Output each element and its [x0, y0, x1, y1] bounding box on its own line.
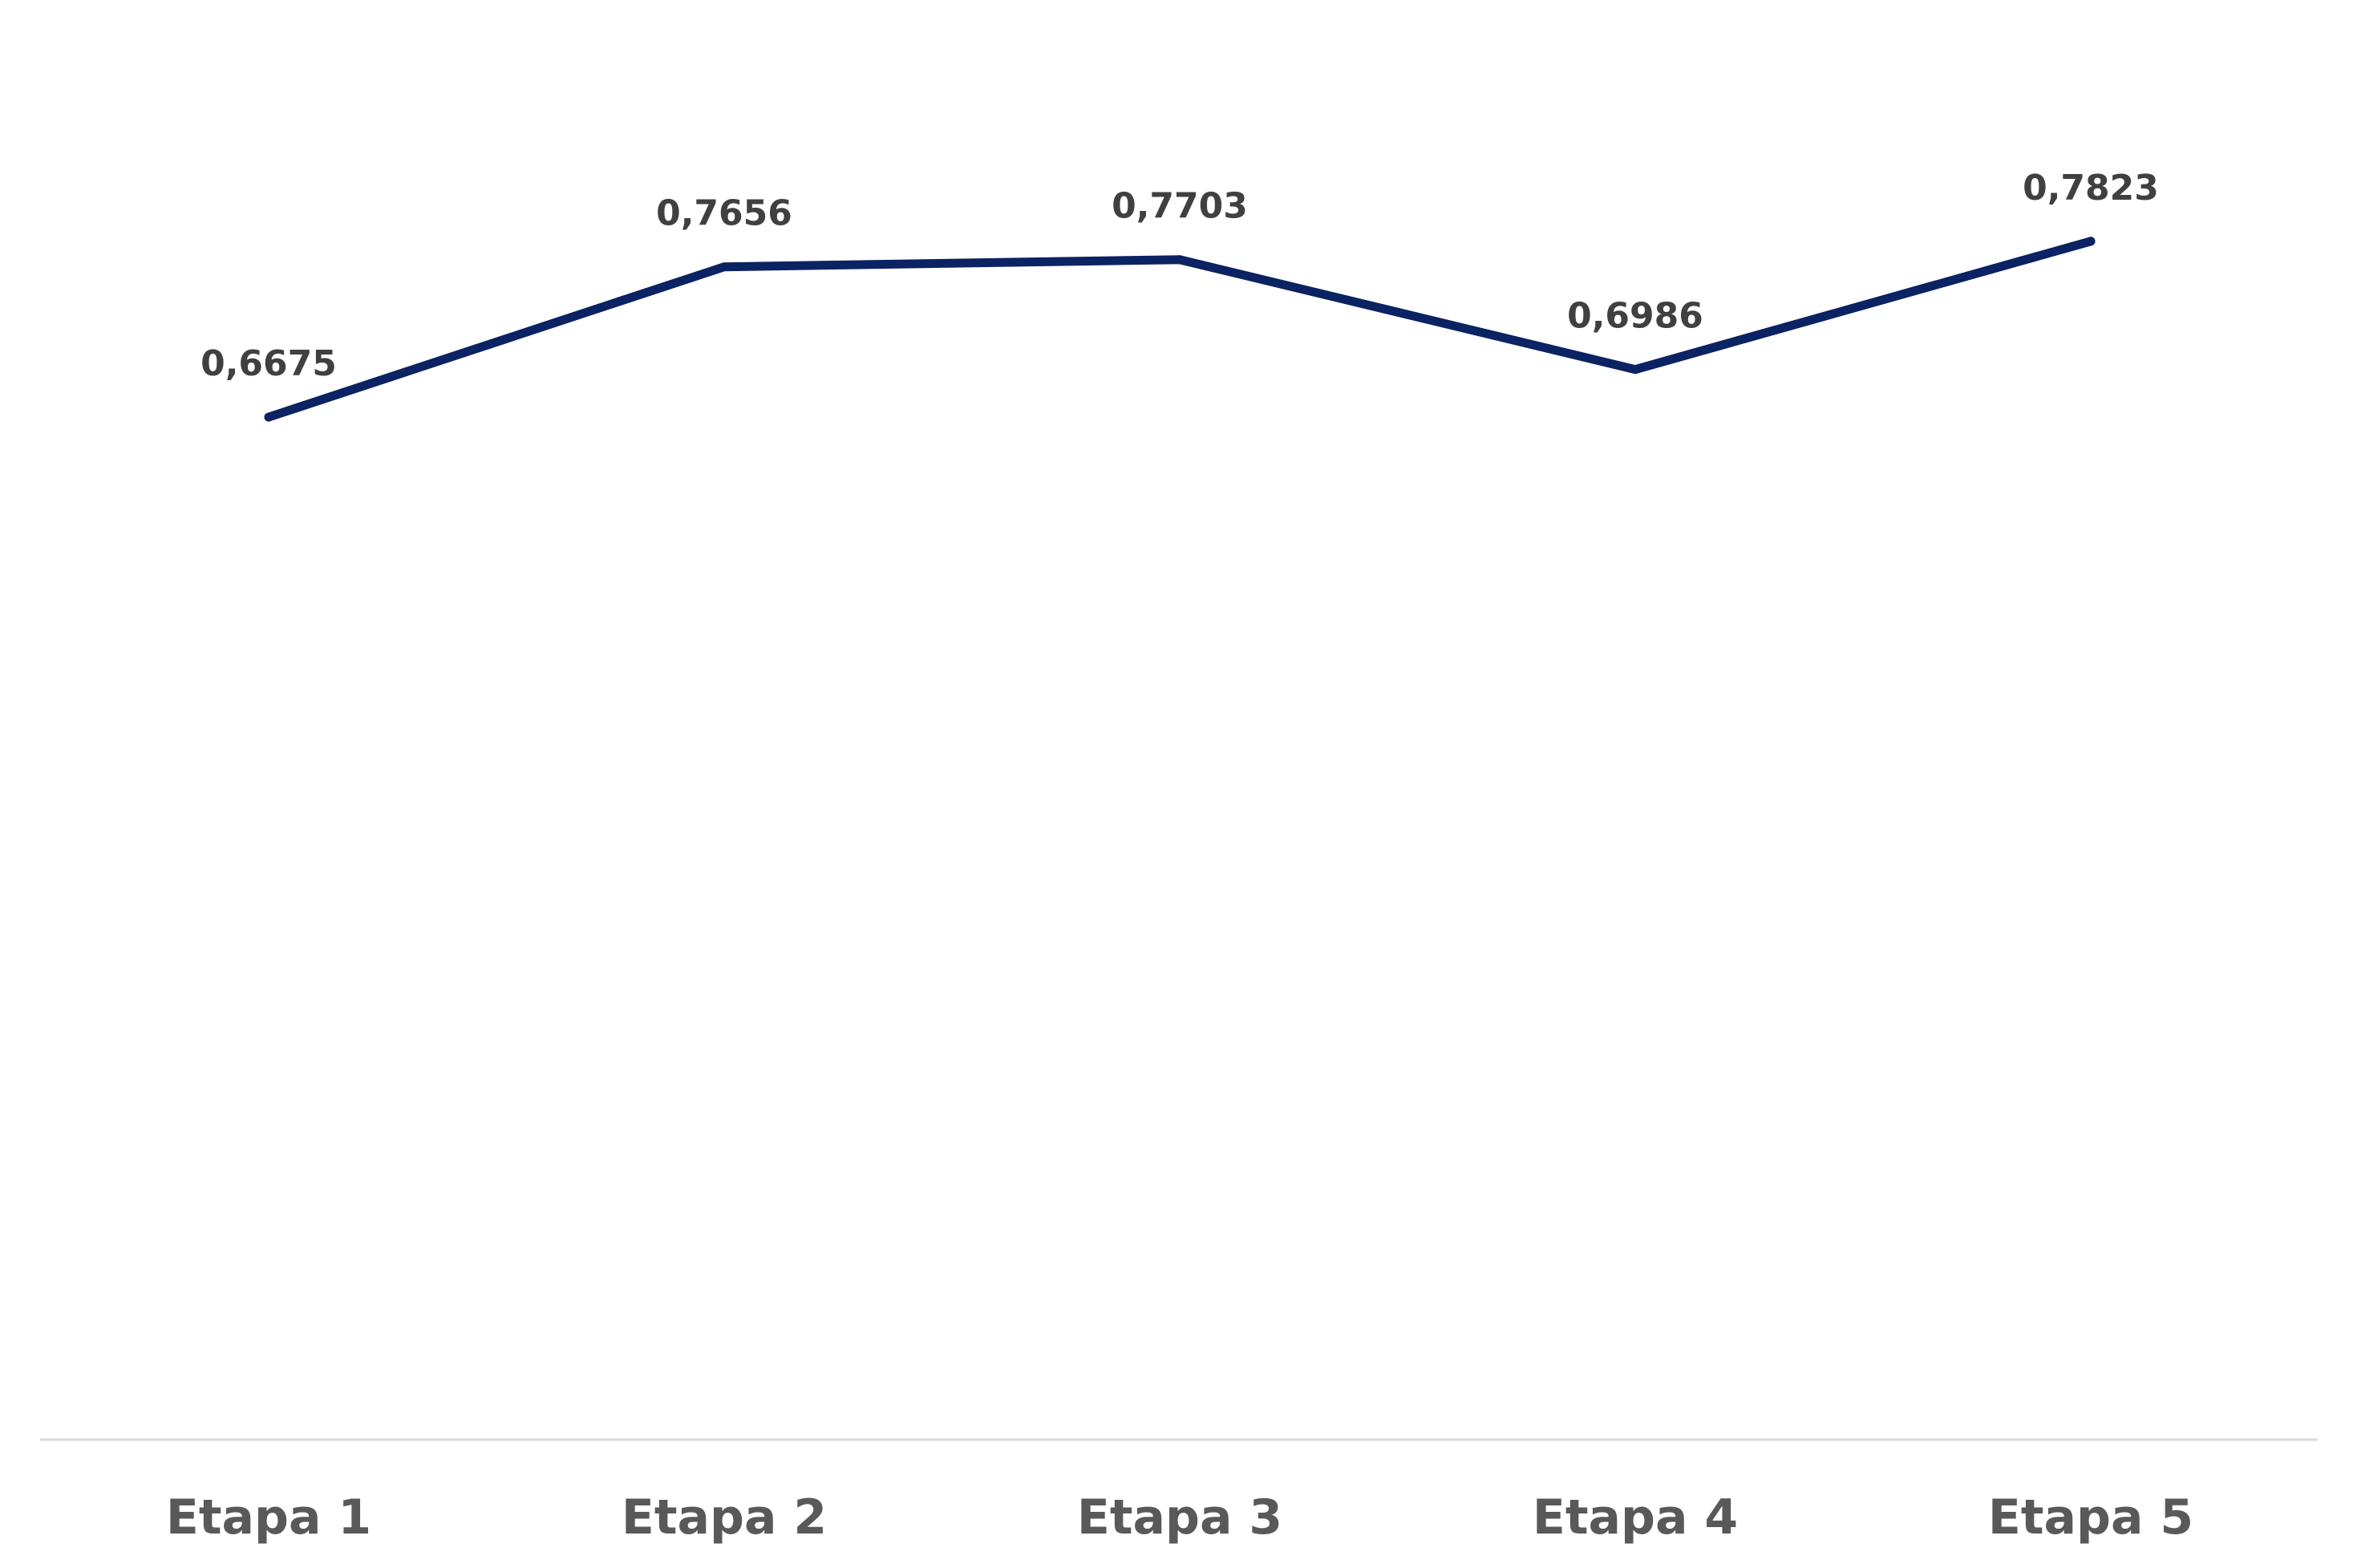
x-tick-label-5: Etapa 5 — [1988, 1489, 2193, 1546]
x-tick-label-3: Etapa 3 — [1077, 1489, 1282, 1546]
data-label-layer: 0,6675 0,7656 0,7703 0,6986 0,7823 — [200, 168, 2159, 384]
series-layer — [264, 237, 2096, 422]
x-tick-label-2: Etapa 2 — [622, 1489, 827, 1546]
data-point-3 — [1175, 255, 1185, 265]
x-tick-label-4: Etapa 4 — [1533, 1489, 1738, 1546]
data-label-3: 0,7703 — [1112, 186, 1248, 227]
data-label-2: 0,7656 — [656, 193, 792, 234]
data-point-4 — [1630, 365, 1640, 375]
x-tick-labels: Etapa 1 Etapa 2 Etapa 3 Etapa 4 Etapa 5 — [166, 1489, 2193, 1546]
data-point-2 — [719, 262, 729, 272]
data-label-1: 0,6675 — [200, 343, 337, 384]
data-label-5: 0,7823 — [2023, 168, 2159, 209]
data-point-5 — [2086, 237, 2096, 246]
x-tick-label-1: Etapa 1 — [166, 1489, 371, 1546]
data-point-1 — [264, 412, 273, 422]
data-label-4: 0,6986 — [1567, 296, 1703, 337]
